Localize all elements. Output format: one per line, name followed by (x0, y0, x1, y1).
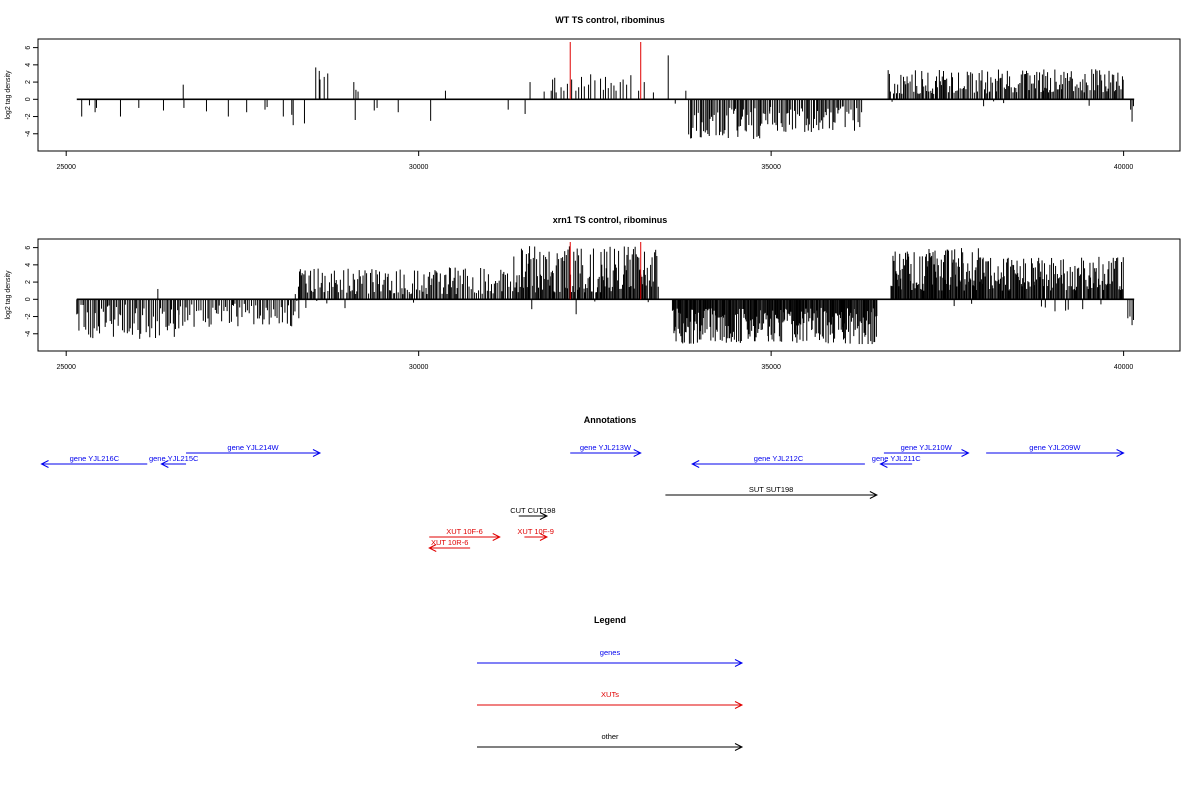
xrn1-x-tick-label: 30000 (409, 364, 429, 371)
wt-plot-area: -4 -2 0 2 4 6 25000 30000 35000 40000 (25, 42, 1135, 171)
wt-x-tick-label: 40000 (1114, 164, 1134, 171)
wt-y-tick-label: 6 (25, 46, 32, 50)
annotation-label: gene YJL212C (754, 454, 804, 463)
annotation-gene: gene YJL209W (986, 443, 1125, 457)
annotation-label: gene YJL210W (901, 443, 953, 452)
annotation-gene-arrowhead (1116, 449, 1125, 457)
annotation-xut-arrowhead (428, 544, 437, 552)
annotation-gene: gene YJL216C (40, 454, 148, 468)
annotation-other-arrowhead (539, 512, 549, 520)
xrn1-y-axis-label: log2 tag density (5, 270, 12, 320)
annotation-gene-arrowhead (633, 449, 642, 457)
wt-panel-title: WT TS control, ribominus (555, 15, 665, 25)
wt-y-tick-label: 4 (25, 63, 32, 67)
annotation-features: gene YJL216C gene YJL215C gene YJL214W gene… (40, 443, 1125, 552)
annotations-panel: Annotations gene YJL216C gene YJL215Cgene… (40, 415, 1125, 552)
annotation-gene: gene YJL211C (872, 454, 922, 468)
annotation-label: gene YJL213W (580, 443, 632, 452)
xrn1-panel-title: xrn1 TS control, ribominus (553, 215, 668, 225)
annotation-label: gene YJL211C (872, 454, 922, 463)
annotation-gene-arrowhead (40, 460, 49, 468)
annotation-label: CUT CUT198 (510, 506, 555, 515)
annotation-gene: gene YJL212C (691, 454, 865, 468)
annotation-gene-arrowhead (312, 449, 322, 457)
annotation-label: gene YJL209W (1029, 443, 1081, 452)
legend-gene-arrowhead (734, 659, 744, 667)
annotation-label: SUT SUT198 (749, 485, 793, 494)
xrn1-x-tick-label: 40000 (1114, 364, 1134, 371)
annotation-label: XUT 10F-6 (446, 527, 483, 536)
annotation-gene-arrowhead (691, 460, 700, 468)
annotation-gene-arrowhead (961, 449, 970, 457)
annotation-label: gene YJL215C (149, 454, 199, 463)
annotation-xut: XUT 10F-6 (429, 527, 501, 541)
xrn1-y-tick-label: 2 (25, 280, 32, 284)
legend-other-arrowhead (734, 743, 744, 751)
wt-y-tick-label: -4 (25, 131, 32, 137)
annotation-other: CUT CUT198 (510, 506, 556, 520)
xrn1-y-tick-label: -4 (25, 331, 32, 337)
xrn1-x-tick-label: 25000 (56, 364, 76, 371)
annotation-gene-arrowhead (160, 460, 169, 468)
annotation-label: gene YJL214W (227, 443, 279, 452)
xrn1-y-tick-label: 6 (25, 246, 32, 250)
xrn1-y-tick-label: 0 (25, 297, 32, 301)
legend-label: genes (600, 648, 621, 657)
xrn1-plot-box (37, 238, 1181, 352)
xrn1-x-tick-label: 35000 (761, 364, 781, 371)
wt-x-tick-label: 25000 (56, 164, 76, 171)
annotation-other: SUT SUT198 (665, 485, 878, 499)
annotation-gene: gene YJL213W (570, 443, 642, 457)
xrn1-plot-area: -4 -2 0 2 4 6 25000 30000 35000 40000 (25, 242, 1135, 371)
annotation-xut-arrowhead (492, 533, 501, 541)
xrn1-y-tick-label: 4 (25, 263, 32, 267)
wt-x-tick-label: 35000 (761, 164, 781, 171)
legend-entry-other: other (477, 732, 744, 751)
annotation-other-arrowhead (869, 491, 878, 499)
xrn1-y-tick-label: -2 (25, 313, 32, 319)
wt-y-tick-label: 2 (25, 80, 32, 84)
annotation-gene: gene YJL210W (883, 443, 970, 457)
xrn1-density-panel: xrn1 TS control, ribominus log2 tag dens… (5, 215, 1181, 371)
annotations-title: Annotations (584, 415, 637, 425)
wt-x-tick-label: 30000 (409, 164, 429, 171)
annotation-xut-arrowhead (539, 533, 549, 541)
wt-plot-box (37, 38, 1181, 152)
legend-entries: genes XUTs other (477, 648, 744, 751)
annotation-gene: gene YJL214W (186, 443, 322, 457)
wt-y-tick-label: -2 (25, 113, 32, 119)
legend-xut-arrowhead (734, 701, 744, 709)
legend-label: other (601, 732, 619, 741)
legend-entry-xut: XUTs (477, 690, 744, 709)
annotation-gene: gene YJL215C (149, 454, 199, 468)
legend-panel: Legend genes XUTs other (477, 615, 744, 751)
annotation-xut: XUT 10R-6 (428, 538, 471, 552)
legend-title: Legend (594, 615, 626, 625)
annotation-gene-arrowhead (879, 460, 888, 468)
wt-density-panel: WT TS control, ribominus log2 tag densit… (5, 15, 1181, 171)
wt-y-tick-label: 0 (25, 97, 32, 101)
legend-label: XUTs (601, 690, 619, 699)
annotation-label: XUT 10F-9 (517, 527, 554, 536)
annotation-xut: XUT 10F-9 (517, 527, 554, 541)
legend-entry-gene: genes (477, 648, 744, 667)
annotation-label: gene YJL216C (70, 454, 120, 463)
annotation-label: XUT 10R-6 (431, 538, 468, 547)
wt-y-axis-label: log2 tag density (5, 70, 12, 120)
